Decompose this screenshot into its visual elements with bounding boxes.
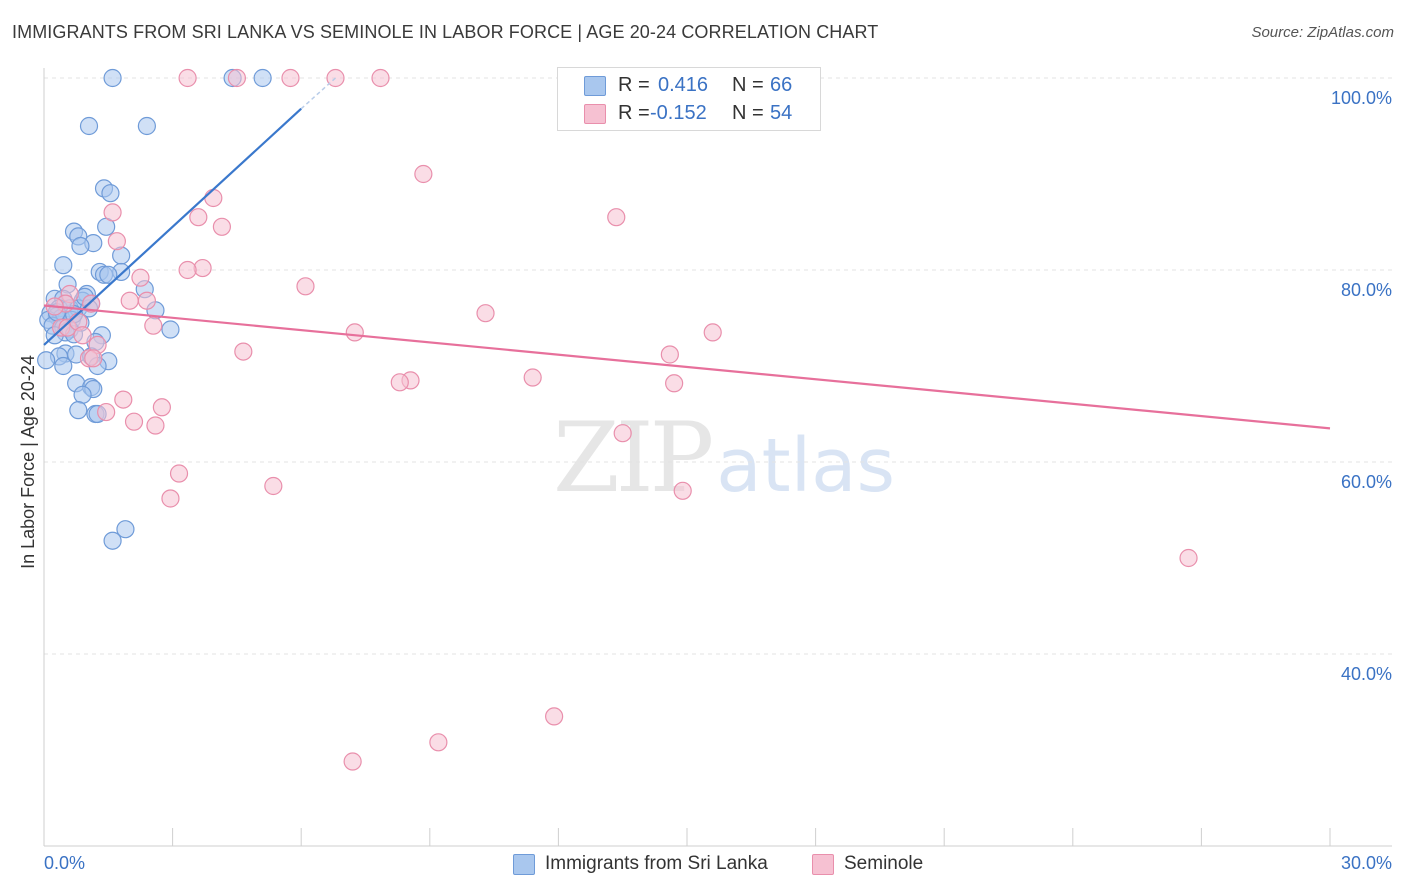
seminole-point — [114, 390, 133, 409]
sri-lanka-point — [137, 116, 156, 136]
source-credit: Source: ZipAtlas.com — [1251, 24, 1394, 41]
legend-n-label: N = — [732, 74, 764, 96]
chart-title: IMMIGRANTS FROM SRI LANKA VS SEMINOLE IN… — [12, 22, 879, 42]
seminole-point — [73, 326, 92, 345]
seminole-point — [326, 68, 345, 88]
x-tick-label: 30.0% — [1341, 853, 1392, 873]
sri-lanka-point — [54, 256, 73, 275]
legend-r-value: -0.152 — [650, 102, 707, 124]
sri-lanka-point — [37, 351, 56, 370]
seminole-trend-line — [43, 304, 1331, 430]
seminole-point — [97, 402, 116, 422]
seminole-point — [343, 752, 362, 771]
series-label-seminole: Seminole — [844, 853, 924, 874]
sri-lanka-point — [161, 320, 180, 339]
seminole-point — [227, 68, 246, 88]
sri-lanka-point — [79, 116, 99, 136]
seminole-point — [476, 304, 495, 323]
seminole-point — [414, 164, 433, 184]
sri-lanka-trend-extension — [300, 77, 336, 110]
sri-lanka-point — [103, 531, 122, 550]
seminole-point — [607, 208, 626, 227]
seminole-point — [161, 489, 180, 508]
legend-r-value: 0.416 — [658, 74, 709, 96]
y-tick-label: 80.0% — [1341, 280, 1392, 300]
seminole-point — [193, 258, 212, 278]
legend-r-label: R = — [618, 102, 650, 124]
seminole-point — [169, 464, 189, 483]
seminole-point — [137, 291, 156, 310]
seminole-point — [429, 733, 448, 752]
seminole-point — [296, 277, 315, 296]
legend-r-label: R = — [618, 74, 650, 96]
seminole-point — [103, 203, 122, 222]
seminole-point — [660, 345, 679, 364]
sri-lanka-trend-line — [43, 107, 302, 346]
seminole-point — [152, 398, 171, 417]
sri-lanka-point — [71, 236, 90, 256]
y-tick-label: 40.0% — [1341, 664, 1392, 684]
seminole-point — [84, 349, 103, 368]
y-axis-label: In Labor Force | Age 20-24 — [18, 355, 38, 569]
seminole-point — [345, 323, 364, 342]
seminole-point — [212, 217, 231, 236]
seminole-point — [703, 323, 722, 342]
sri-lanka-point — [253, 68, 272, 88]
seminole-point — [613, 424, 632, 443]
seminole-point — [144, 316, 163, 335]
seminole-point — [178, 68, 197, 88]
sri-lanka-point — [69, 401, 88, 420]
seminole-point — [120, 291, 139, 310]
seminole-point — [178, 260, 197, 280]
series-swatch-seminole — [812, 854, 834, 875]
correlation-legend: R = 0.416 N = 66 R = -0.152 N = 54 — [557, 67, 821, 131]
series-legend: Immigrants from Sri Lanka Seminole — [0, 852, 1406, 878]
legend-row-sri-lanka: R = 0.416 N = 66 — [558, 72, 820, 100]
seminole-point — [371, 68, 390, 88]
seminole-point — [146, 416, 165, 435]
sri-lanka-point — [73, 385, 92, 404]
legend-n-label: N = — [732, 102, 764, 124]
seminole-point — [189, 208, 208, 227]
sri-lanka-point — [103, 68, 122, 88]
x-tick-label: 0.0% — [44, 853, 85, 873]
legend-n-value: 54 — [770, 102, 793, 124]
seminole-point — [673, 481, 692, 500]
seminole-point — [131, 268, 150, 287]
legend-swatch-seminole — [584, 104, 606, 124]
seminole-point — [665, 374, 684, 393]
seminole-point — [82, 294, 101, 313]
seminole-point — [124, 412, 144, 431]
seminole-point — [390, 373, 409, 392]
sri-lanka-point — [99, 265, 118, 284]
seminole-point — [1179, 548, 1198, 568]
seminole-point — [523, 368, 542, 387]
y-tick-label: 100.0% — [1331, 88, 1392, 108]
sri-lanka-point — [54, 356, 73, 376]
legend-row-seminole: R = -0.152 N = 54 — [558, 100, 820, 128]
sri-lanka-point — [101, 184, 120, 203]
seminole-point — [234, 342, 253, 361]
legend-swatch-sri-lanka — [584, 76, 606, 96]
watermark-atlas: atlas — [716, 423, 896, 509]
legend-n-value: 66 — [770, 74, 793, 96]
series-label-sri-lanka: Immigrants from Sri Lanka — [545, 853, 768, 874]
seminole-point — [107, 232, 126, 251]
seminole-point — [204, 188, 223, 208]
seminole-point — [545, 707, 564, 726]
y-tick-label: 60.0% — [1341, 472, 1392, 492]
series-swatch-sri-lanka — [513, 854, 535, 875]
seminole-point — [264, 476, 283, 496]
sri-lanka-point — [116, 520, 135, 539]
seminole-point — [281, 68, 300, 88]
